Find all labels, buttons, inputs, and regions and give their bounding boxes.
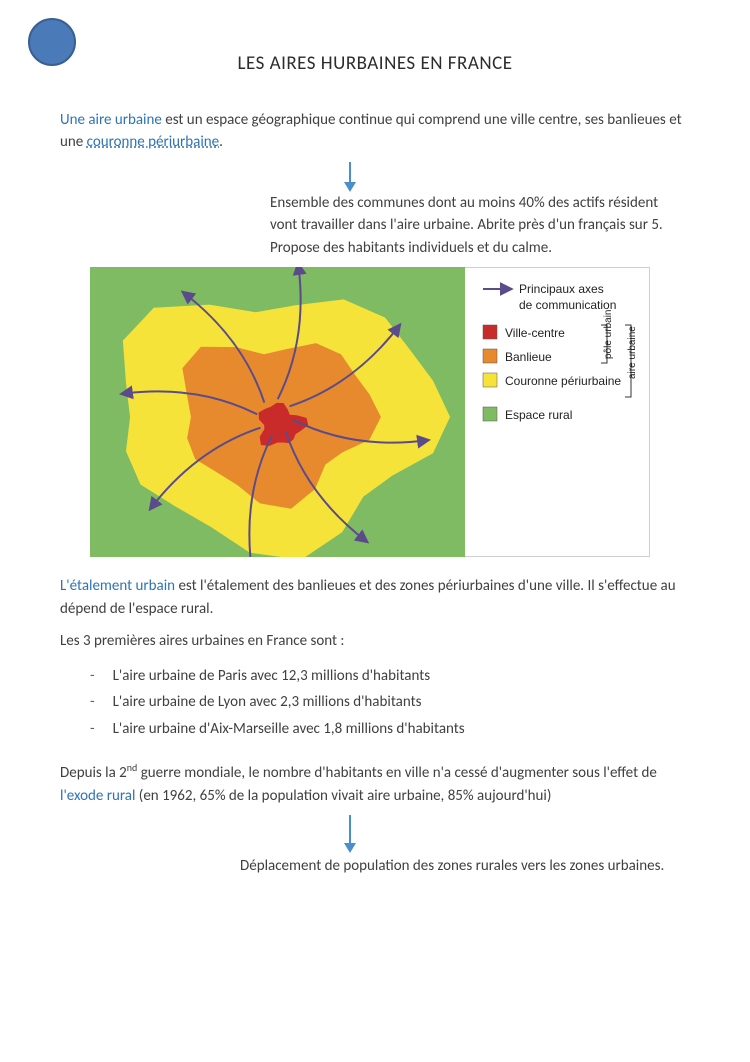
list-item: - L'aire urbaine de Lyon avec 2,3 millio… [90,691,690,714]
ranking-item-1: L'aire urbaine de Paris avec 12,3 millio… [113,665,431,688]
term-etalement: L'étalement urbain [60,577,175,595]
exode-pre: Depuis la 2 [60,764,127,782]
definition-exode: Déplacement de population des zones rura… [240,855,670,878]
svg-text:aire urbaine: aire urbaine [627,326,638,379]
exode-paragraph: Depuis la 2nd guerre mondiale, le nombre… [60,760,690,807]
svg-text:pôle urbain: pôle urbain [603,310,614,359]
ranking-item-2: L'aire urbaine de Lyon avec 2,3 millions… [113,691,422,714]
definition-couronne: Ensemble des communes dont au moins 40% … [270,192,670,260]
dash-icon: - [90,691,95,714]
dash-icon: - [90,665,95,688]
term-aire-urbaine: Une aire urbaine [60,111,162,129]
exode-sup: nd [127,761,138,774]
svg-text:Ville-centre: Ville-centre [505,326,565,340]
intro-paragraph: Une aire urbaine est un espace géographi… [60,109,690,154]
urban-area-diagram: Principaux axes de communication Ville-cen… [90,267,660,557]
svg-text:Espace rural: Espace rural [505,408,572,422]
etalement-paragraph: L'étalement urbain est l'étalement des b… [60,575,690,620]
term-exode: l'exode rural [60,787,135,805]
arrow-down-icon [340,815,360,853]
page-title: LES AIRES HURBAINES EN FRANCE [60,50,690,79]
exode-post: (en 1962, 65% de la population vivait ai… [135,787,551,805]
bullet-circle-icon [28,18,76,66]
arrow-down-icon [340,162,360,192]
dash-icon: - [90,718,95,741]
svg-text:de communication: de communication [519,298,616,312]
ranking-list: - L'aire urbaine de Paris avec 12,3 mill… [90,665,690,741]
ranking-item-3: L'aire urbaine d'Aix-Marseille avec 1,8 … [113,718,465,741]
list-item: - L'aire urbaine d'Aix-Marseille avec 1,… [90,718,690,741]
term-couronne: couronne périurbaine [87,133,220,151]
svg-text:Principaux axes: Principaux axes [519,282,604,296]
intro-text-b: . [219,133,223,151]
svg-text:Banlieue: Banlieue [505,350,552,364]
list-item: - L'aire urbaine de Paris avec 12,3 mill… [90,665,690,688]
exode-mid: guerre mondiale, le nombre d'habitants e… [137,764,657,782]
ranking-intro: Les 3 premières aires urbaines en France… [60,630,690,653]
svg-text:Couronne périurbaine: Couronne périurbaine [505,374,621,388]
